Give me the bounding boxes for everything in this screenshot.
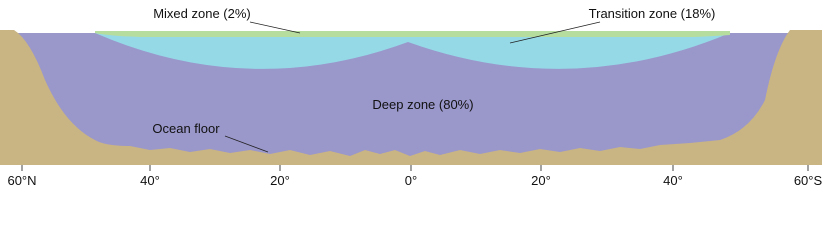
axis-label: 20° [531, 173, 551, 188]
latitude-axis: 60°N 40° 20° 0° 20° 40° 60°S [7, 165, 822, 188]
transition-label: Transition zone (18%) [589, 6, 716, 21]
mixed-label: Mixed zone (2%) [153, 6, 251, 21]
axis-label: 60°N [7, 173, 36, 188]
axis-label: 20° [270, 173, 290, 188]
deep-label: Deep zone (80%) [372, 97, 473, 112]
land [0, 30, 822, 165]
transition-arrow [509, 21, 601, 44]
axis-label: 40° [663, 173, 683, 188]
axis-label: 40° [140, 173, 160, 188]
mixed-arrow [249, 21, 301, 34]
floor-arrow [224, 135, 269, 153]
axis-label: 0° [405, 173, 417, 188]
ocean-diagram: Mixed zone (2%) Transition zone (18%) De… [0, 6, 822, 188]
axis-label: 60°S [794, 173, 822, 188]
transition-zone [95, 33, 730, 69]
floor-label: Ocean floor [152, 121, 220, 136]
mixed-zone [95, 31, 730, 37]
